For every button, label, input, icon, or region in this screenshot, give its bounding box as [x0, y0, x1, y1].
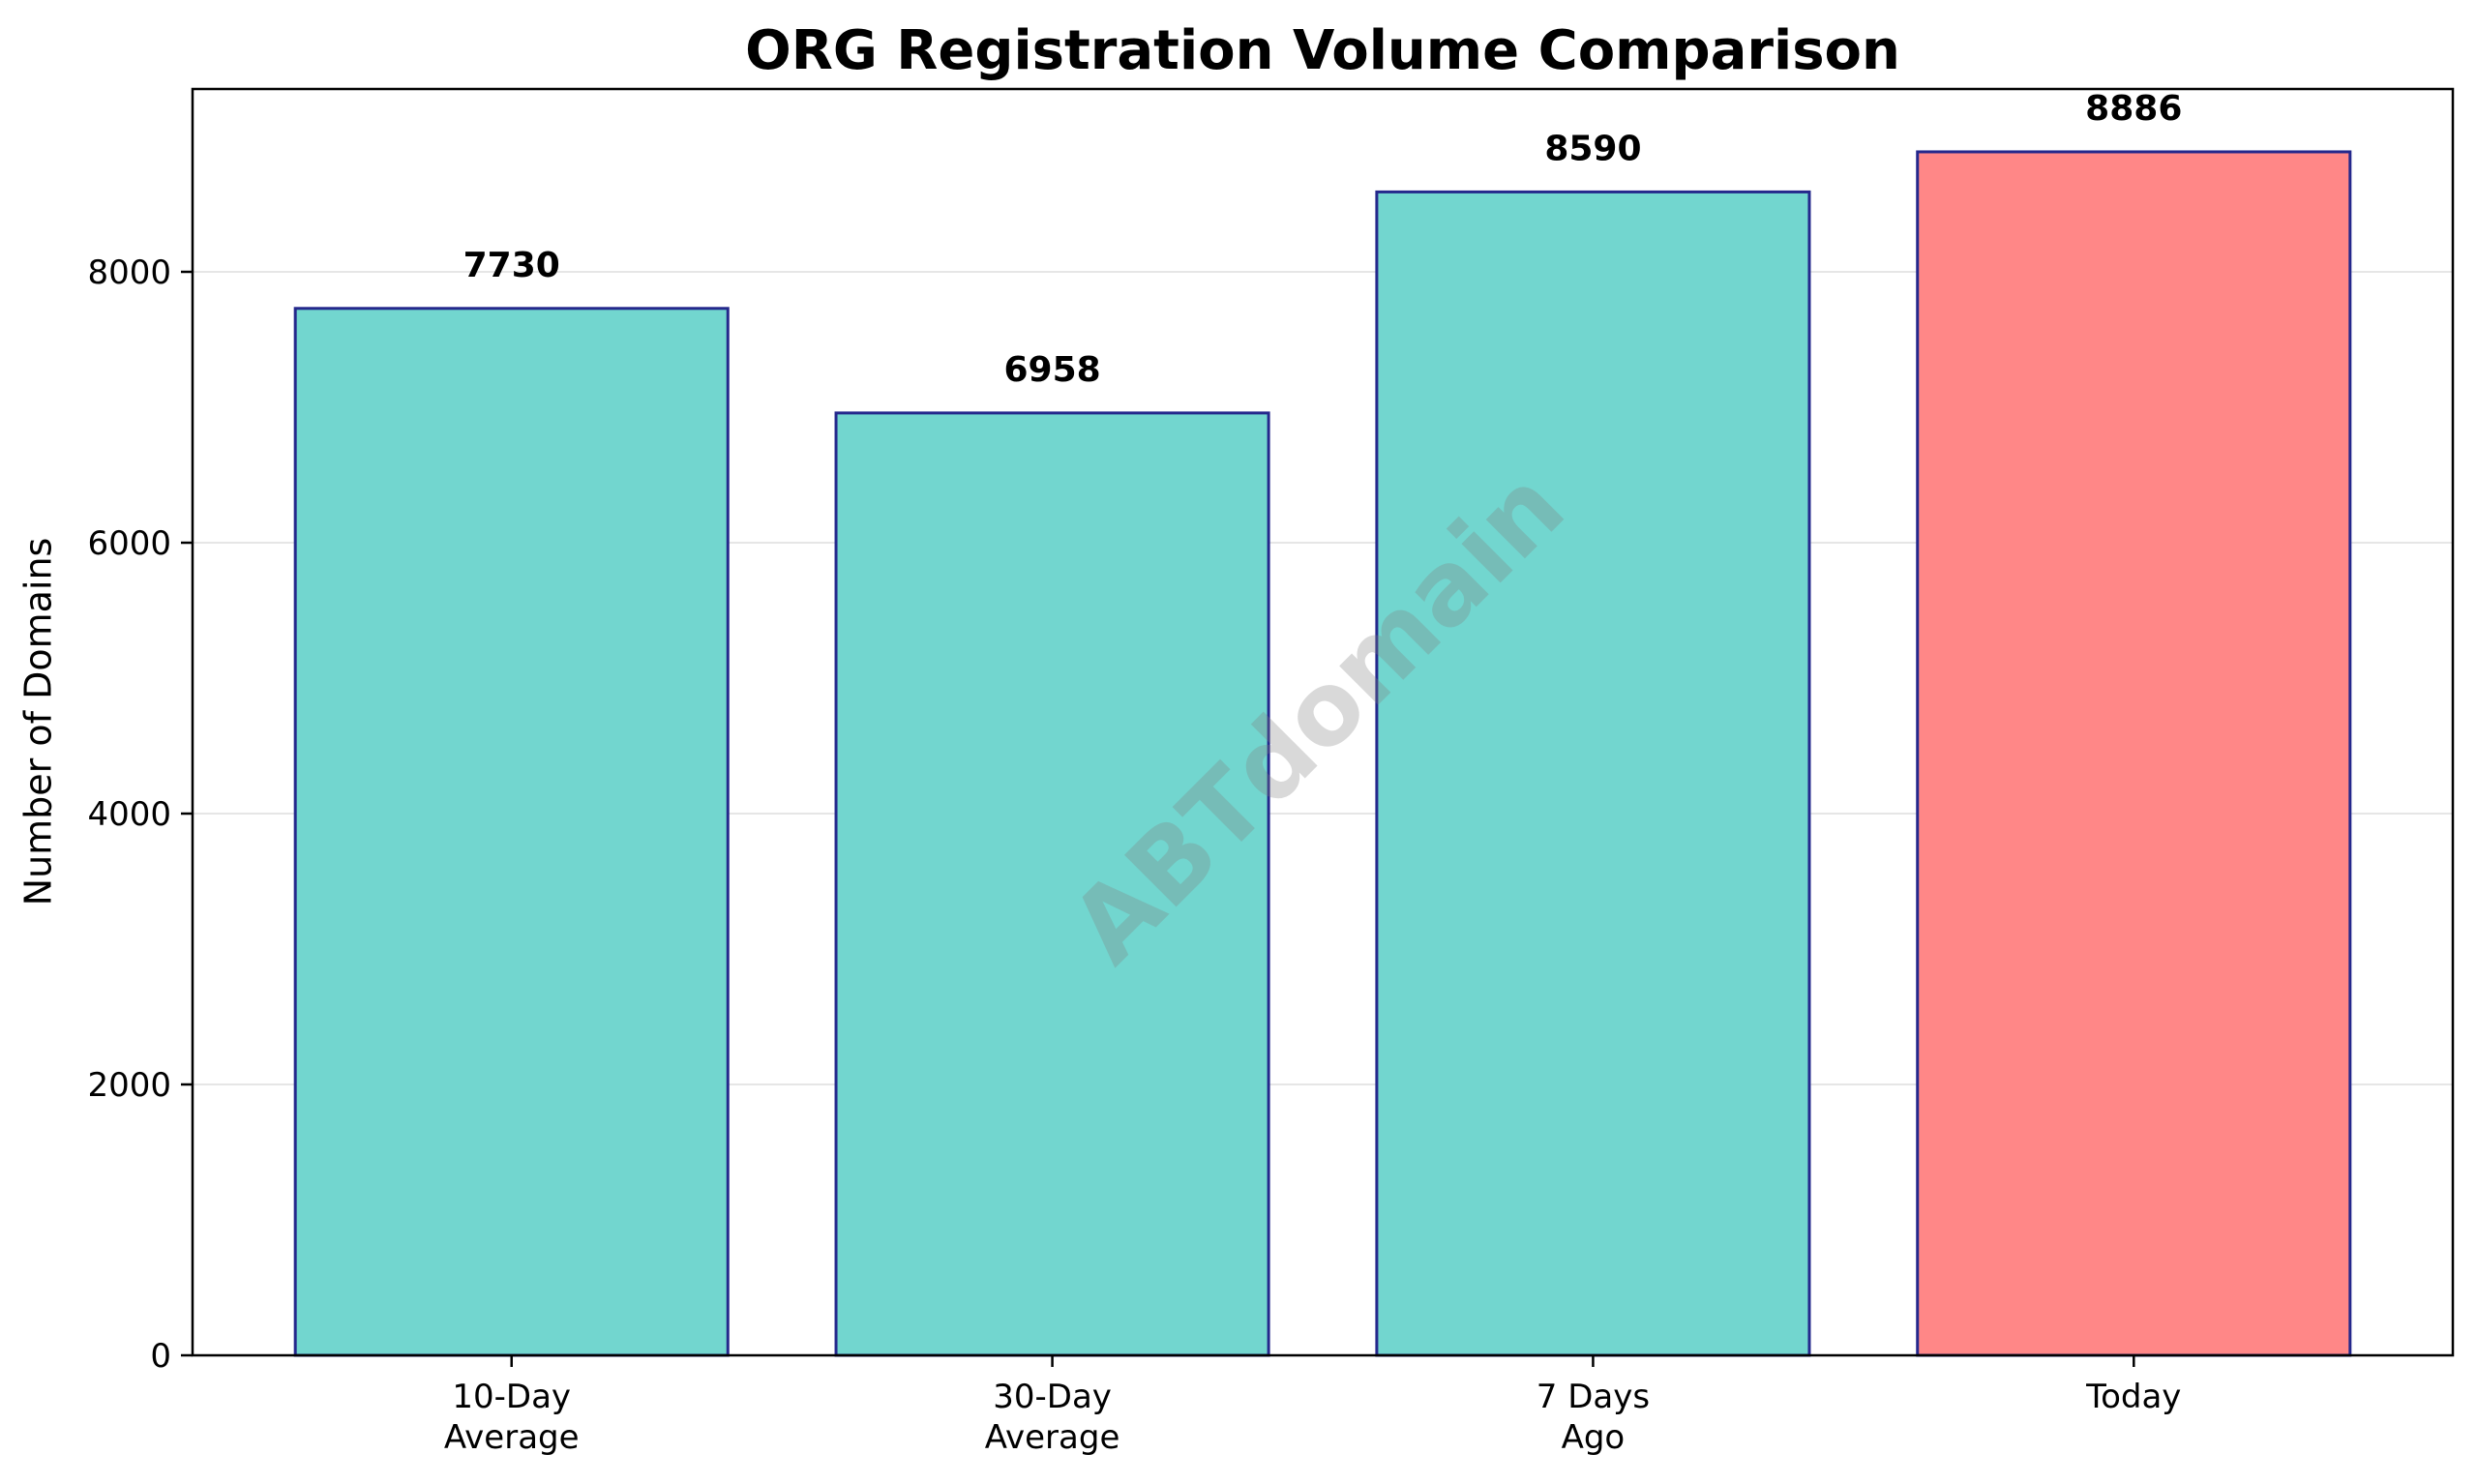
bar: [1375, 190, 1811, 1357]
x-tick-label: 30-Day: [993, 1378, 1112, 1416]
y-tick-label: 8000: [87, 253, 171, 292]
y-tick-label: 4000: [87, 795, 171, 834]
bar: [834, 411, 1270, 1357]
bar-value-label: 8886: [2085, 89, 2182, 129]
y-tick-label: 2000: [87, 1066, 171, 1105]
plot-area-frame: [191, 87, 2455, 1357]
y-axis-ticks: 0 2000 4000 6000 8000: [87, 253, 193, 1376]
bar-value-label: 7730: [463, 246, 560, 285]
bar-value-label: 6958: [1003, 350, 1100, 390]
bars: [293, 150, 2352, 1357]
y-tick-label: 6000: [87, 524, 171, 563]
bar: [1916, 150, 2352, 1357]
y-tick-label: 0: [150, 1337, 171, 1376]
x-tick-label: Ago: [1562, 1418, 1626, 1457]
x-tick-label: 7 Days: [1537, 1378, 1650, 1416]
x-tick-label: Today: [2085, 1378, 2181, 1416]
x-tick-label: Average: [985, 1418, 1120, 1457]
bar: [293, 307, 730, 1357]
x-tick-label: 10-Day: [452, 1378, 571, 1416]
chart-title: ORG Registration Volume Comparison: [745, 19, 1900, 82]
value-labels: 7730 6958 8590 8886: [463, 89, 2183, 390]
x-tick-label: Average: [444, 1418, 580, 1457]
bar-value-label: 8590: [1544, 129, 1641, 168]
y-axis-label: Number of Domains: [17, 538, 60, 906]
